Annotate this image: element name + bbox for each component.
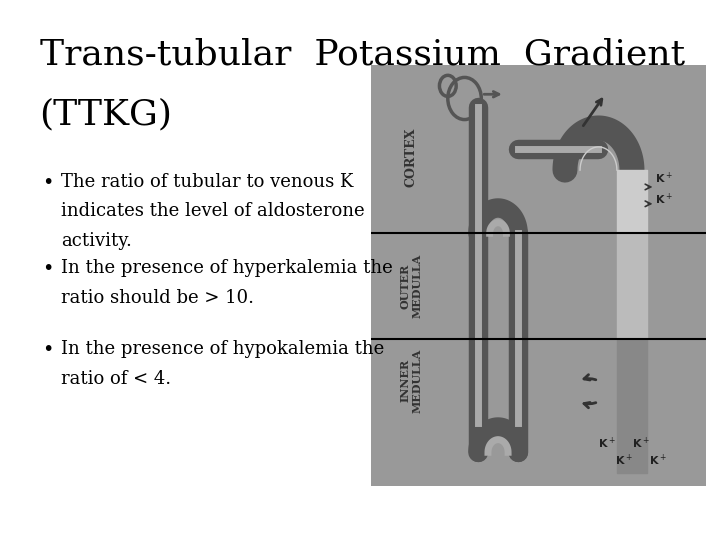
Text: ratio of < 4.: ratio of < 4. [61, 370, 171, 388]
Text: K$^+$: K$^+$ [655, 171, 673, 186]
Text: Trans-tubular  Potassium  Gradient: Trans-tubular Potassium Gradient [40, 38, 685, 72]
Text: (TTKG): (TTKG) [40, 97, 173, 131]
Text: •: • [42, 173, 53, 192]
Text: INNER
MEDULLA: INNER MEDULLA [399, 349, 423, 413]
Text: In the presence of hypokalemia the: In the presence of hypokalemia the [61, 340, 384, 358]
Text: K$^+$: K$^+$ [632, 436, 649, 451]
Text: The ratio of tubular to venous K: The ratio of tubular to venous K [61, 173, 354, 191]
Text: K$^+$: K$^+$ [649, 453, 667, 468]
Text: In the presence of hyperkalemia the: In the presence of hyperkalemia the [61, 259, 393, 277]
Text: indicates the level of aldosterone: indicates the level of aldosterone [61, 202, 365, 220]
Text: K$^+$: K$^+$ [615, 453, 633, 468]
Text: K$^+$: K$^+$ [598, 436, 616, 451]
FancyBboxPatch shape [371, 65, 706, 486]
Text: ratio should be > 10.: ratio should be > 10. [61, 289, 254, 307]
Text: activity.: activity. [61, 232, 132, 250]
Text: OUTER
MEDULLA: OUTER MEDULLA [399, 254, 423, 318]
Text: •: • [42, 340, 53, 359]
Text: K$^+$: K$^+$ [655, 192, 673, 207]
Text: •: • [42, 259, 53, 278]
Text: CORTEX: CORTEX [405, 128, 418, 187]
